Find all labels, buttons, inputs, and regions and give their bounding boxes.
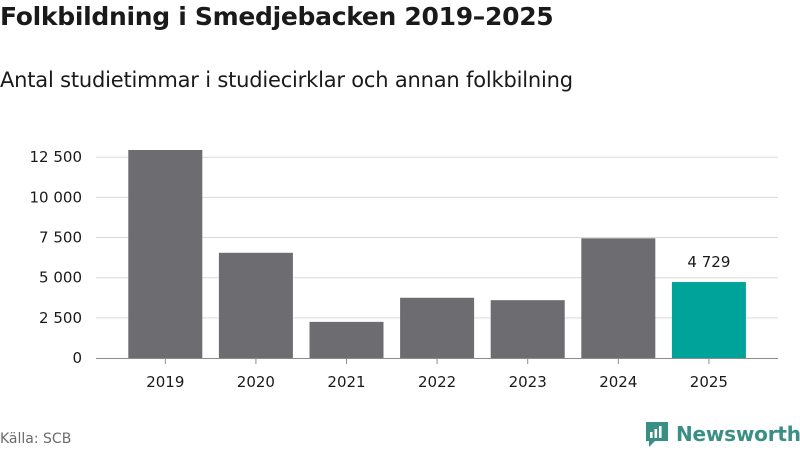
bar — [400, 297, 475, 358]
chart-subtitle: Antal studietimmar i studiecirklar och a… — [0, 68, 573, 92]
y-tick-label: 5 000 — [39, 269, 82, 287]
chart-title: Folkbildning i Smedjebacken 2019–2025 — [0, 2, 554, 31]
bar — [309, 321, 384, 358]
bar — [490, 300, 565, 358]
newsworthy-logo-icon — [646, 422, 668, 447]
data-label: 4 729 — [687, 253, 730, 271]
x-tick-label: 2022 — [418, 373, 456, 391]
x-tick-label: 2021 — [327, 373, 365, 391]
y-tick-label: 12 500 — [30, 148, 83, 166]
brand-name: Newsworthy — [676, 422, 800, 446]
y-tick-label: 2 500 — [39, 309, 82, 327]
y-tick-label: 10 000 — [30, 188, 83, 206]
bar-chart: 0 2 500 5 000 7 500 10 000 12 500 2019 2020 2021… — [30, 148, 778, 391]
x-tick-label: 2025 — [690, 373, 728, 391]
bar — [581, 238, 656, 358]
y-tick-label: 7 500 — [39, 229, 82, 247]
x-tick-label: 2020 — [237, 373, 275, 391]
bar — [218, 252, 293, 358]
x-tick-label: 2023 — [509, 373, 547, 391]
y-tick-label: 0 — [72, 349, 82, 367]
x-tick-label: 2024 — [599, 373, 637, 391]
source-note: Källa: SCB — [0, 431, 72, 447]
bar — [128, 150, 203, 358]
brand-logo: Newsworthy — [644, 420, 800, 448]
x-tick-label: 2019 — [146, 373, 184, 391]
bar — [671, 282, 746, 358]
